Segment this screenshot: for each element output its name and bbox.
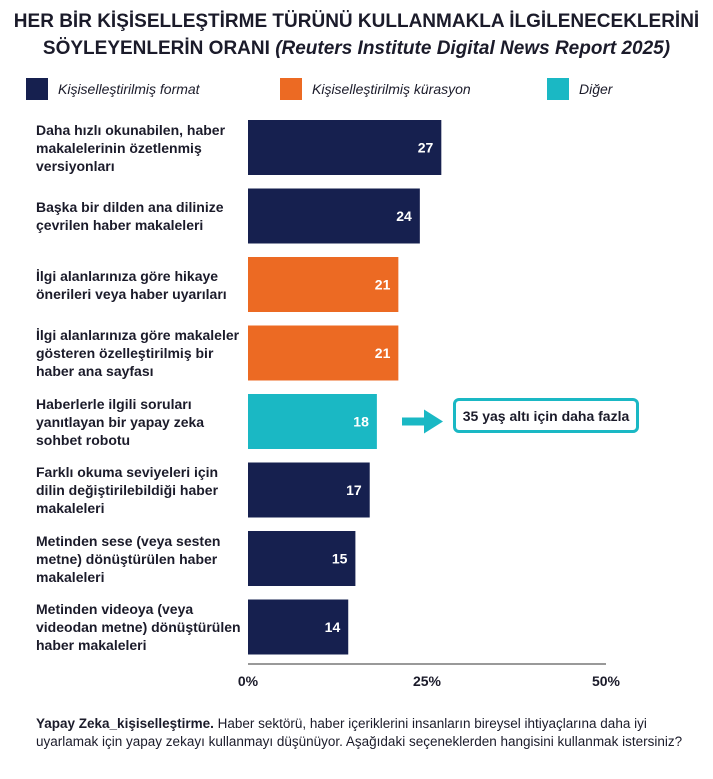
bar-3 — [248, 325, 399, 381]
bar-value-3: 21 — [375, 345, 391, 361]
bar-0 — [248, 120, 442, 175]
bar-value-0: 27 — [418, 140, 434, 156]
category-label-line: makaleleri — [36, 568, 105, 585]
category-label-1: Başka bir dilden ana dilinize çevrilen ha… — [36, 198, 246, 234]
category-label-5: Farklı okuma seviyeleri için dilin değişt… — [36, 463, 246, 517]
category-label-line: İlgi alanlarınıza göre hikaye — [36, 267, 219, 284]
bar-value-1: 24 — [396, 208, 412, 224]
bar-1 — [248, 188, 420, 244]
legend-label-curation: Kişiselleştirilmiş kürasyon — [312, 81, 471, 97]
x-tick-label-1: 25% — [413, 673, 442, 689]
category-label-line: haber makaleleri — [36, 637, 147, 653]
bar-value-7: 14 — [325, 619, 341, 635]
chart-title: HER BİR KİŞİSELLEŞTİRME TÜRÜNÜ KULLANMAK… — [10, 8, 703, 62]
bar-value-5: 17 — [346, 482, 362, 498]
title-line-1: HER BİR KİŞİSELLEŞTİRME TÜRÜNÜ KULLANMAK… — [13, 11, 700, 32]
category-label-line: gösteren özelleştirilmiş bir — [36, 345, 214, 361]
callout-box: 35 yaş altı için daha fazla — [453, 398, 639, 433]
x-tick-label-2: 50% — [592, 673, 621, 689]
legend-item-other: Diğer — [547, 78, 612, 100]
category-label-line: İlgi alanlarınıza göre makaleler — [36, 327, 240, 343]
bar-value-4: 18 — [353, 414, 369, 430]
title-main: SÖYLEYENLERİN ORANI — [42, 38, 270, 59]
category-label-0: Daha hızlı okunabilen, haber makalelerini… — [36, 121, 246, 175]
bar-5 — [248, 462, 370, 518]
category-label-line: videodan metne) dönüştürülen — [36, 619, 241, 635]
category-label-line: sohbet robotu — [36, 431, 131, 448]
bar-7 — [248, 599, 349, 655]
bar-value-6: 15 — [332, 551, 348, 567]
title-source: (Reuters Institute Digital News Report 2… — [275, 38, 671, 59]
category-label-6: Metinden sese (veya sesten metne) dönüştü… — [36, 532, 246, 586]
legend-swatch-format — [26, 78, 48, 100]
title-line-2: SÖYLEYENLERİN ORANI (Reuters Institute D… — [10, 35, 703, 62]
category-label-4: Haberlerle ilgili soruları yanıtlayan bir… — [36, 395, 246, 449]
category-label-line: Farklı okuma seviyeleri için — [36, 464, 219, 480]
category-label-line: versiyonları — [36, 157, 115, 174]
category-label-line: önerileri veya haber uyarıları — [36, 285, 227, 302]
category-label-line: makaleleri — [36, 500, 105, 516]
bar-value-2: 21 — [375, 277, 391, 293]
category-label-line: metne) dönüştürülen haber — [36, 550, 218, 567]
footer-bold: Yapay Zeka_kişiselleştirme. — [36, 716, 214, 731]
category-label-line: yanıtlayan bir yapay zeka — [36, 413, 205, 430]
category-label-line: haber ana sayfası — [36, 363, 154, 379]
bar-6 — [248, 531, 356, 586]
category-label-7: Metinden videoya (veya videodan metne) dö… — [36, 600, 246, 654]
footer-text: Haber sektörü, haber içeriklerini insanl… — [36, 716, 683, 749]
category-label-line: makalelerinin özetlenmiş — [36, 139, 202, 156]
legend-label-other: Diğer — [579, 81, 613, 97]
legend-swatch-curation — [280, 78, 302, 100]
category-label-3: İlgi alanlarınıza göre makaleler gösteren… — [36, 326, 246, 380]
category-label-line: Haberlerle ilgili soruları — [36, 395, 192, 412]
bar-2 — [248, 257, 399, 312]
category-label-line: Başka bir dilden ana dilinize — [36, 199, 224, 215]
legend-label-format: Kişiselleştirilmiş format — [58, 81, 200, 97]
category-label-line: Daha hızlı okunabilen, haber — [36, 121, 226, 138]
callout-arrow-icon — [402, 409, 443, 434]
bar-4 — [248, 394, 377, 449]
category-label-line: Metinden sese (veya sesten — [36, 532, 221, 549]
x-tick-label-0: 0% — [238, 673, 259, 689]
survey-question: Yapay Zeka_kişiselleştirme. Haber sektör… — [36, 715, 686, 751]
category-label-line: dilin değiştirilebildiği haber — [36, 482, 219, 498]
category-label-2: İlgi alanlarınıza göre hikaye önerileri v… — [36, 267, 246, 303]
category-label-line: Metinden videoya (veya — [36, 601, 194, 617]
legend-swatch-other — [547, 78, 569, 100]
legend-item-curation: Kişiselleştirilmiş kürasyon — [280, 78, 471, 100]
legend-item-format: Kişiselleştirilmiş format — [26, 78, 200, 100]
category-label-line: çevrilen haber makaleleri — [36, 217, 204, 233]
